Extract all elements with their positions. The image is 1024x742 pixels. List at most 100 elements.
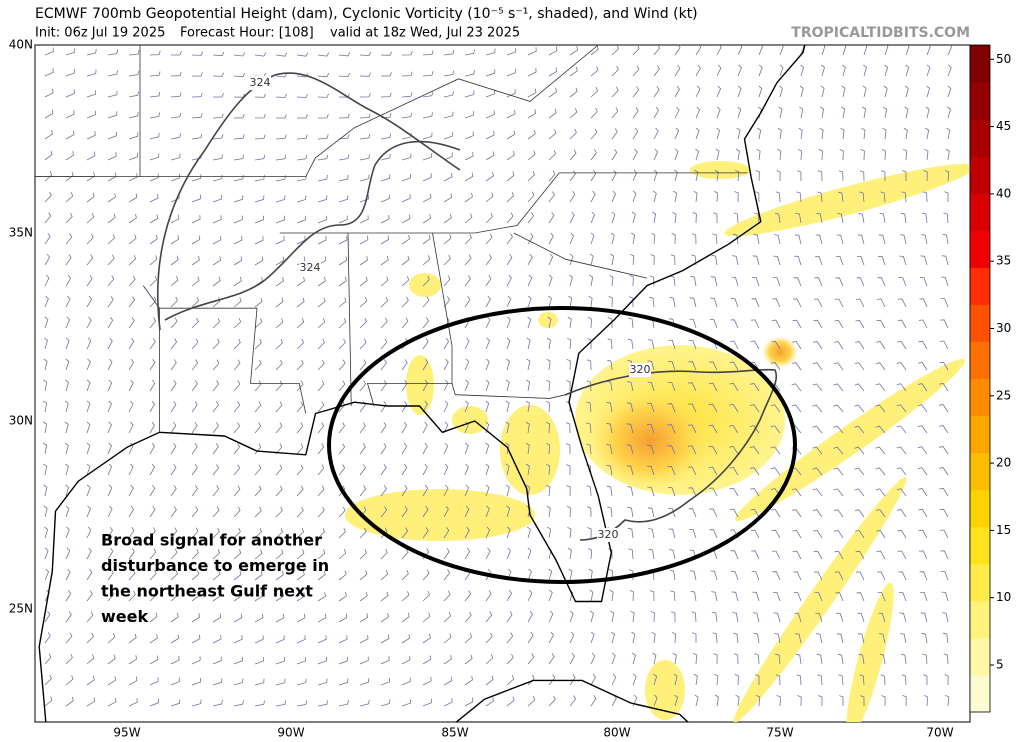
wind-barb: [505, 442, 510, 455]
wind-barb: [212, 678, 223, 686]
wind-barb: [191, 422, 198, 434]
wind-barb: [626, 381, 634, 392]
wind-barb: [546, 337, 551, 350]
wind-barb: [590, 190, 596, 203]
wind-barb: [485, 274, 492, 287]
wind-barb: [566, 380, 571, 392]
wind-barb: [858, 653, 865, 665]
wind-barb: [443, 442, 449, 455]
wind-barb: [695, 45, 702, 56]
wind-barb: [799, 85, 804, 98]
wind-barb: [443, 111, 454, 119]
wind-barb: [317, 195, 328, 203]
wind-barb: [443, 49, 455, 56]
wind-barb: [527, 589, 533, 602]
wind-barb: [485, 568, 492, 581]
wind-barb: [833, 467, 844, 476]
wind-barb: [359, 297, 368, 308]
wind-barb: [651, 631, 656, 644]
wind-barb: [149, 400, 155, 413]
wind-barb: [149, 234, 158, 245]
wind-barb: [923, 170, 928, 182]
latitude-label: 35N: [9, 226, 33, 240]
wind-barb: [317, 276, 326, 287]
wind-barb: [708, 403, 718, 413]
wind-barb: [422, 234, 431, 245]
wind-barb: [401, 194, 411, 203]
wind-barb: [464, 233, 472, 245]
wind-barb: [758, 85, 763, 98]
wind-barb: [464, 111, 475, 119]
wind-barb: [359, 613, 369, 623]
wind-barb: [254, 422, 262, 434]
wind-barb: [401, 153, 412, 161]
wind-barb: [548, 589, 553, 602]
wind-barb: [212, 527, 220, 539]
wind-barb: [65, 89, 75, 98]
wind-barb: [233, 297, 242, 308]
wind-barb: [774, 234, 781, 245]
latitude-label: 30N: [9, 414, 33, 428]
wind-barb: [668, 549, 676, 560]
wind-barb: [939, 446, 949, 455]
wind-barb: [380, 401, 387, 413]
state-border: [451, 383, 566, 399]
wind-barb: [754, 191, 760, 203]
wind-barb: [712, 632, 718, 644]
wind-barb: [86, 484, 91, 497]
wind-barb: [359, 699, 370, 707]
wind-barb: [275, 422, 283, 434]
annotation-line: Broad signal for another: [101, 531, 322, 550]
wind-barb: [817, 674, 823, 686]
vorticity-blob: [762, 336, 798, 368]
wind-barb: [920, 612, 928, 623]
wind-barb: [878, 633, 886, 644]
wind-barb: [128, 358, 134, 371]
wind-barb: [65, 110, 75, 119]
wind-barb: [464, 676, 473, 686]
wind-barb: [940, 319, 949, 329]
wind-barb: [791, 509, 802, 518]
wind-barb: [775, 674, 781, 686]
wind-barb: [107, 337, 113, 350]
wind-barb: [896, 488, 907, 497]
wind-barb: [359, 113, 371, 119]
wind-barb: [422, 505, 429, 518]
wind-barb: [876, 529, 886, 539]
wind-barb: [861, 127, 866, 140]
wind-barb: [128, 296, 136, 308]
wind-barb: [527, 88, 537, 98]
wind-barb: [380, 485, 387, 497]
wind-barb: [905, 45, 910, 56]
wind-barb: [875, 488, 886, 497]
wind-barb: [212, 215, 222, 224]
wind-barb: [359, 174, 370, 182]
wind-barb: [254, 485, 262, 497]
wind-barb: [548, 695, 556, 707]
wind-barb: [380, 527, 388, 539]
wind-barb: [212, 699, 223, 707]
wind-barb: [896, 467, 907, 476]
wind-barb: [65, 505, 70, 518]
wind-barb: [443, 484, 449, 497]
wind-barb: [835, 256, 844, 266]
wind-barb: [757, 127, 762, 140]
wind-barb: [708, 424, 718, 434]
wind-barb: [254, 318, 263, 329]
wind-barb: [674, 106, 680, 119]
wind-barb: [545, 442, 551, 455]
wind-barb: [43, 484, 48, 497]
wind-barb: [945, 694, 950, 707]
wind-barb: [737, 64, 742, 77]
colorbar-segment: [970, 230, 990, 268]
wind-barb: [485, 110, 495, 119]
wind-barb: [149, 214, 159, 224]
wind-barb: [212, 634, 222, 644]
wind-barb: [464, 526, 470, 539]
wind-barb: [946, 127, 951, 140]
wind-barb: [506, 337, 511, 350]
wind-barb: [653, 673, 658, 686]
wind-barb: [526, 484, 531, 497]
wind-barb: [691, 611, 697, 623]
wind-barb: [611, 45, 620, 56]
